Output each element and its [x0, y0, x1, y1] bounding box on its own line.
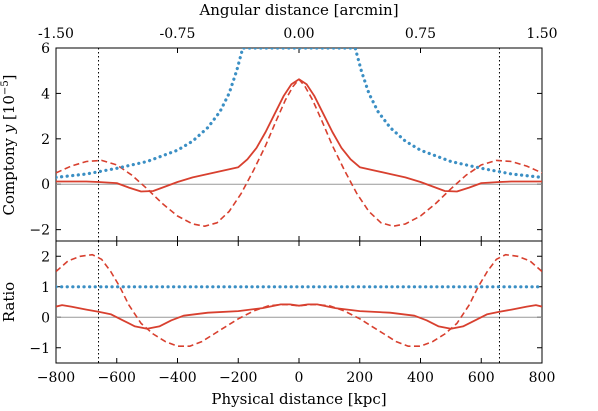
- bottom-series-solid: [56, 303, 542, 330]
- bottom-panel-plot: [56, 241, 542, 363]
- top-ytick-label: 2: [41, 132, 50, 148]
- bottom-xtick-label: −200: [219, 370, 257, 386]
- bottom-ytick-label: 1: [41, 280, 50, 296]
- bottom-ytick-label: −1: [29, 341, 50, 357]
- top-angular-tick-label: 0.75: [405, 26, 436, 42]
- top-series-dotted: [56, 48, 542, 179]
- bottom-ytick-label: 2: [41, 249, 50, 265]
- bottom-xtick-label: −600: [98, 370, 136, 386]
- bottom-panel-frame: [55, 240, 543, 364]
- bottom-series-dashed: [56, 253, 542, 348]
- bottom-xtick-label: 200: [346, 370, 373, 386]
- bottom-xtick-label: 400: [407, 370, 434, 386]
- bottom-ytick-label: 0: [41, 310, 50, 326]
- top-ytick-label: 6: [41, 41, 50, 57]
- top-ytick-label: −2: [29, 223, 50, 239]
- top-y-axis-label: Comptony y [10−5]: [0, 74, 18, 215]
- top-panel-frame: [55, 47, 543, 242]
- top-ytick-label: 4: [41, 86, 50, 102]
- top-series-dashed: [56, 78, 542, 227]
- top-series-solid: [56, 78, 542, 193]
- bottom-xtick-label: 0: [295, 370, 304, 386]
- bottom-xtick-label: −800: [37, 370, 75, 386]
- bottom-xtick-label: 800: [529, 370, 556, 386]
- bottom-xtick-label: −400: [158, 370, 196, 386]
- top-ytick-label: 0: [41, 177, 50, 193]
- top-angular-tick-label: -1.50: [38, 26, 74, 42]
- top-panel-ticks: −2 0 2 4 6-1.50 -0.75 0.00 0.75 1.50: [29, 26, 558, 241]
- bottom-panel-ticks: −1 0 1 2 −800 −600 −400 −200 0 200 400 600 800: [29, 241, 555, 386]
- top-axis-label: Angular distance [arcmin]: [198, 1, 398, 19]
- top-angular-tick-label: -0.75: [160, 26, 196, 42]
- top-panel-plot: [56, 48, 542, 241]
- x-axis-label: Physical distance [kpc]: [211, 390, 386, 408]
- top-angular-tick-label: 1.50: [526, 26, 557, 42]
- bottom-y-axis-label: Ratio: [0, 282, 18, 322]
- top-angular-tick-label: 0.00: [283, 26, 314, 42]
- bottom-xtick-label: 600: [468, 370, 495, 386]
